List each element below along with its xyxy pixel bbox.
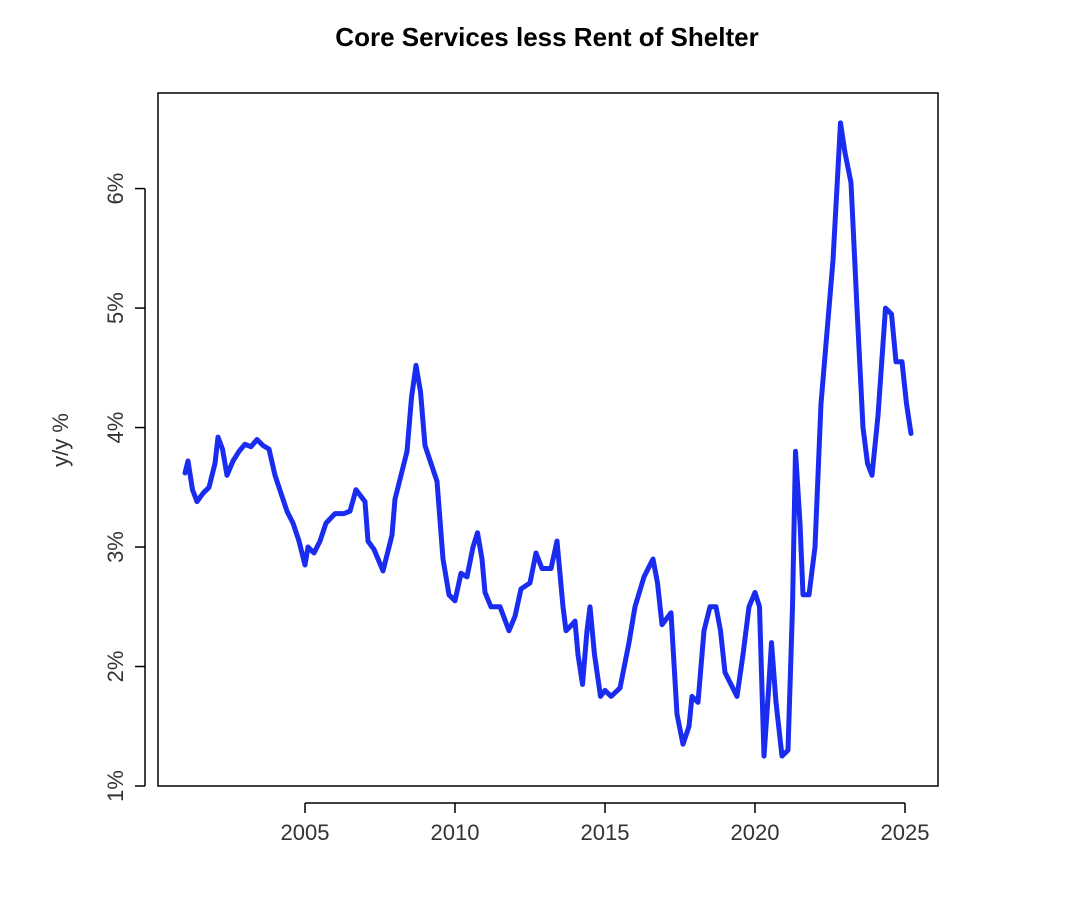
x-tick-label: 2020 [731,820,780,845]
series-layer [182,120,914,759]
y-tick-label: 2% [103,651,128,683]
y-tick-label: 5% [103,292,128,324]
plot-frame [157,92,939,787]
series-line [182,120,914,759]
y-tick-label: 1% [103,770,128,802]
y-tick-label: 3% [103,531,128,563]
x-tick-label: 2015 [581,820,630,845]
y-axis-label: y/y % [48,413,73,467]
x-tick-label: 2025 [881,820,930,845]
x-tick-label: 2010 [431,820,480,845]
chart-title: Core Services less Rent of Shelter [335,22,758,52]
y-tick-label: 4% [103,412,128,444]
x-axis: 2005 2010 2015 2020 2025 [281,802,930,845]
x-tick-label: 2005 [281,820,330,845]
y-tick-label: 6% [103,173,128,205]
y-axis: 1% 2% 3% 4% 5% 6% [103,173,146,802]
